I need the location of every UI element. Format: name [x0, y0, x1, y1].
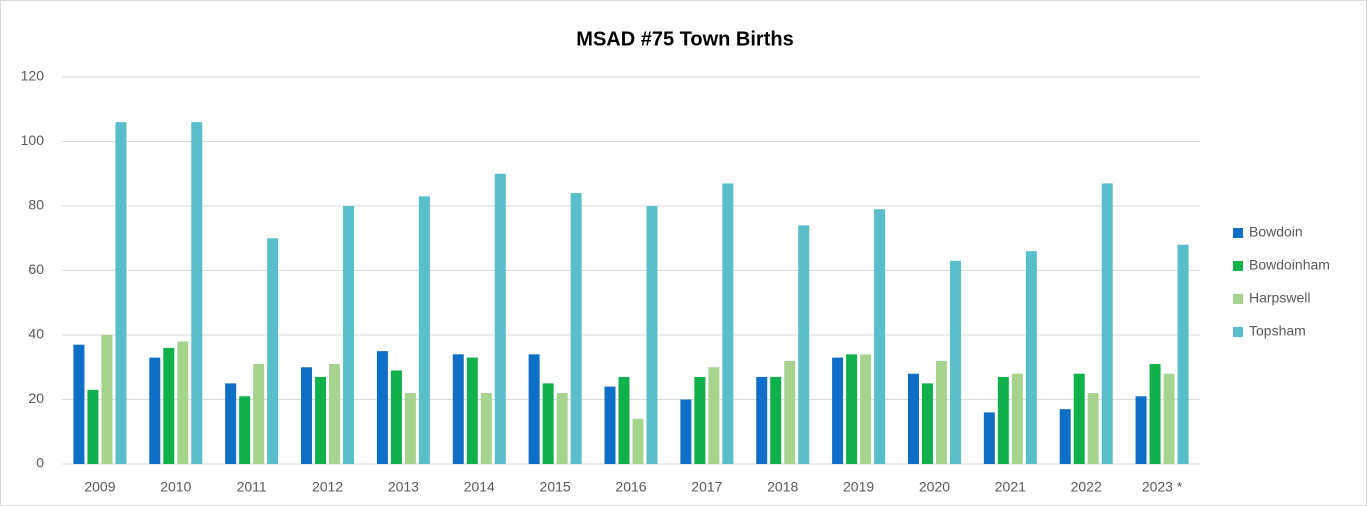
- legend-label: Bowdoinham: [1249, 257, 1330, 273]
- bar: [1163, 373, 1175, 464]
- bar: [784, 360, 796, 464]
- bar: [1011, 373, 1023, 464]
- y-tick-label: 60: [28, 261, 44, 277]
- y-tick-label: 120: [21, 68, 45, 84]
- y-tick-label: 20: [28, 390, 44, 406]
- bar: [466, 357, 478, 464]
- bar: [646, 206, 658, 464]
- bar: [874, 209, 886, 464]
- bar: [480, 393, 492, 464]
- bar: [149, 357, 161, 464]
- y-tick-label: 0: [36, 455, 44, 471]
- bar: [997, 376, 1009, 464]
- bar: [301, 367, 313, 464]
- x-tick-label: 2013: [388, 479, 419, 495]
- bar: [694, 376, 706, 464]
- x-tick-label: 2021: [995, 479, 1026, 495]
- bar: [570, 193, 582, 464]
- x-tick-label: 2020: [919, 479, 950, 495]
- bar: [708, 367, 720, 464]
- bar: [798, 225, 810, 464]
- bar: [618, 376, 630, 464]
- bar: [680, 399, 692, 464]
- bar: [722, 183, 734, 465]
- legend-label: Topsham: [1249, 323, 1306, 339]
- bar: [935, 360, 947, 464]
- bar: [418, 196, 430, 464]
- x-tick-label: 2009: [84, 479, 115, 495]
- x-tick-label: 2011: [237, 479, 267, 495]
- bar: [542, 383, 554, 464]
- x-tick-label: 2022: [1071, 479, 1102, 495]
- x-tick-label: 2023 *: [1142, 479, 1183, 495]
- legend-label: Bowdoin: [1249, 224, 1303, 240]
- legend-label: Harpswell: [1249, 290, 1310, 306]
- bar: [239, 396, 251, 464]
- bar: [343, 206, 355, 464]
- legend-swatch: [1233, 261, 1243, 271]
- bar: [329, 364, 341, 464]
- bar: [1149, 364, 1161, 464]
- bar: [907, 373, 919, 464]
- x-tick-label: 2017: [691, 479, 722, 495]
- bar: [846, 354, 858, 464]
- y-tick-label: 80: [28, 197, 44, 213]
- bar: [390, 370, 402, 464]
- chart-title: MSAD #75 Town Births: [576, 28, 793, 50]
- bar: [1025, 251, 1037, 464]
- bar: [860, 354, 872, 464]
- x-tick-label: 2012: [312, 479, 343, 495]
- x-tick-label: 2018: [767, 479, 798, 495]
- bar: [87, 389, 99, 464]
- legend-swatch: [1233, 228, 1243, 238]
- x-tick-label: 2016: [615, 479, 646, 495]
- bar: [177, 341, 189, 464]
- bar: [1101, 183, 1113, 465]
- x-tick-label: 2010: [160, 479, 191, 495]
- bar: [163, 347, 175, 464]
- bar: [983, 412, 995, 464]
- x-tick-label: 2015: [540, 479, 571, 495]
- bar: [267, 238, 279, 464]
- bar: [315, 376, 327, 464]
- bar: [253, 364, 265, 464]
- bar: [1087, 393, 1099, 464]
- y-tick-label: 100: [21, 132, 45, 148]
- bar: [921, 383, 933, 464]
- bar: [604, 386, 616, 464]
- legend-swatch: [1233, 294, 1243, 304]
- bar: [101, 335, 113, 464]
- bar: [494, 173, 506, 464]
- bar: [452, 354, 464, 464]
- bar: [191, 122, 203, 465]
- bar: [556, 393, 568, 464]
- y-tick-label: 40: [28, 326, 44, 342]
- bar: [528, 354, 540, 464]
- bar: [376, 351, 388, 464]
- bar: [73, 344, 85, 464]
- bar: [404, 393, 416, 464]
- bar: [225, 383, 237, 464]
- x-tick-label: 2014: [464, 479, 495, 495]
- bar: [949, 260, 961, 464]
- legend-swatch: [1233, 327, 1243, 337]
- bar: [1135, 396, 1147, 464]
- bar: [770, 376, 782, 464]
- bar: [756, 376, 768, 464]
- bar: [1059, 409, 1071, 464]
- bar: [632, 418, 644, 464]
- bar: [832, 357, 844, 464]
- bar: [1177, 244, 1189, 464]
- bar: [1073, 373, 1085, 464]
- bar: [115, 122, 127, 465]
- x-tick-label: 2019: [843, 479, 874, 495]
